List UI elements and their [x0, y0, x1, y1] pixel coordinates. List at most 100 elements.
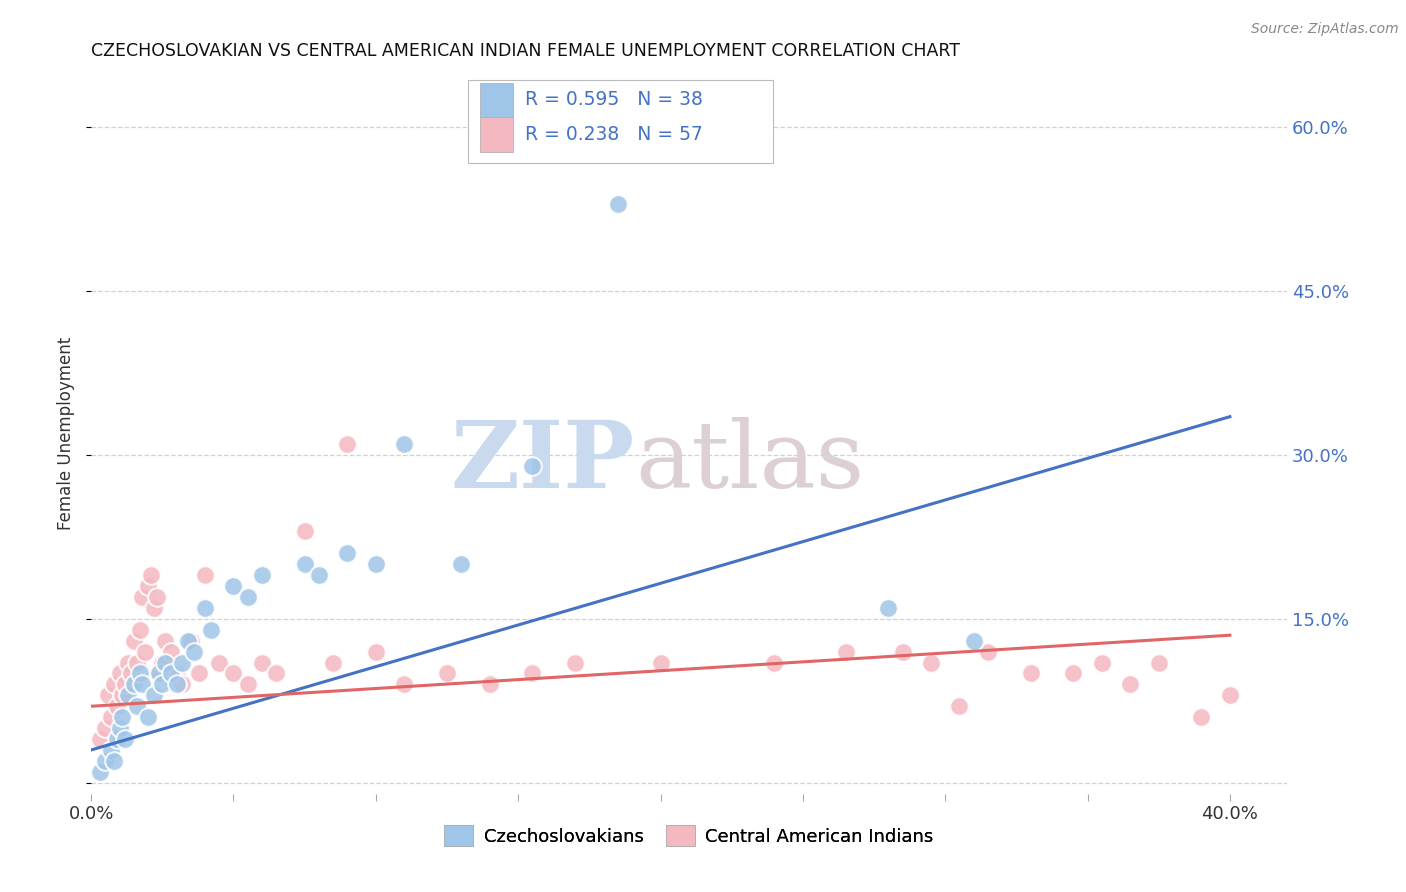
- Point: [977, 645, 1000, 659]
- Point: [128, 623, 150, 637]
- Point: [103, 677, 125, 691]
- Point: [877, 601, 900, 615]
- Point: [336, 437, 359, 451]
- Point: [166, 666, 188, 681]
- Point: [650, 656, 672, 670]
- Point: [105, 732, 128, 747]
- Point: [194, 601, 217, 615]
- Point: [128, 666, 150, 681]
- FancyBboxPatch shape: [468, 79, 773, 162]
- Point: [1147, 656, 1170, 670]
- Point: [120, 666, 142, 681]
- Point: [522, 666, 544, 681]
- Point: [150, 656, 173, 670]
- Text: atlas: atlas: [636, 417, 865, 507]
- Point: [105, 699, 128, 714]
- Point: [142, 601, 165, 615]
- Point: [180, 633, 202, 648]
- Point: [236, 677, 259, 691]
- Point: [222, 579, 245, 593]
- Point: [111, 689, 134, 703]
- Point: [1119, 677, 1142, 691]
- Point: [336, 546, 359, 560]
- Point: [1091, 656, 1114, 670]
- Point: [364, 557, 387, 571]
- Point: [89, 764, 111, 779]
- Text: Source: ZipAtlas.com: Source: ZipAtlas.com: [1251, 22, 1399, 37]
- Point: [139, 568, 162, 582]
- Point: [763, 656, 786, 670]
- Point: [294, 557, 316, 571]
- Point: [222, 666, 245, 681]
- Point: [108, 666, 131, 681]
- Legend: Czechoslovakians, Central American Indians: Czechoslovakians, Central American India…: [437, 818, 941, 853]
- Point: [394, 437, 416, 451]
- Point: [208, 656, 231, 670]
- Point: [114, 732, 136, 747]
- Point: [131, 677, 153, 691]
- Point: [166, 677, 188, 691]
- Point: [114, 677, 136, 691]
- Point: [125, 699, 148, 714]
- Point: [150, 677, 173, 691]
- Point: [94, 721, 117, 735]
- Y-axis label: Female Unemployment: Female Unemployment: [58, 336, 75, 530]
- Point: [148, 666, 170, 681]
- Point: [122, 677, 145, 691]
- Point: [394, 677, 416, 691]
- Point: [606, 196, 628, 211]
- Point: [188, 666, 211, 681]
- Point: [108, 721, 131, 735]
- Point: [963, 633, 986, 648]
- Point: [294, 524, 316, 539]
- Point: [834, 645, 856, 659]
- Text: R = 0.238   N = 57: R = 0.238 N = 57: [526, 125, 703, 144]
- Point: [136, 710, 159, 724]
- Point: [250, 656, 273, 670]
- Point: [564, 656, 586, 670]
- Point: [172, 677, 194, 691]
- Point: [322, 656, 344, 670]
- Point: [450, 557, 472, 571]
- Point: [148, 666, 170, 681]
- Point: [522, 458, 544, 473]
- Point: [134, 645, 156, 659]
- Point: [103, 754, 125, 768]
- Point: [364, 645, 387, 659]
- Point: [200, 623, 222, 637]
- Point: [1191, 710, 1213, 724]
- Point: [100, 710, 122, 724]
- Point: [100, 743, 122, 757]
- Text: R = 0.595   N = 38: R = 0.595 N = 38: [526, 90, 703, 110]
- Point: [183, 645, 205, 659]
- Text: CZECHOSLOVAKIAN VS CENTRAL AMERICAN INDIAN FEMALE UNEMPLOYMENT CORRELATION CHART: CZECHOSLOVAKIAN VS CENTRAL AMERICAN INDI…: [91, 42, 960, 60]
- Point: [177, 633, 200, 648]
- Point: [1062, 666, 1084, 681]
- Point: [920, 656, 942, 670]
- Point: [111, 710, 134, 724]
- Point: [1219, 689, 1241, 703]
- Point: [142, 689, 165, 703]
- Point: [436, 666, 458, 681]
- Point: [160, 645, 183, 659]
- Point: [160, 666, 183, 681]
- FancyBboxPatch shape: [479, 83, 513, 117]
- Point: [117, 689, 139, 703]
- Point: [122, 633, 145, 648]
- Point: [131, 590, 153, 604]
- Point: [125, 656, 148, 670]
- FancyBboxPatch shape: [479, 117, 513, 152]
- Point: [89, 732, 111, 747]
- Point: [1019, 666, 1042, 681]
- Point: [136, 579, 159, 593]
- Point: [153, 633, 176, 648]
- Point: [264, 666, 287, 681]
- Point: [94, 754, 117, 768]
- Point: [97, 689, 120, 703]
- Point: [172, 656, 194, 670]
- Text: ZIP: ZIP: [451, 417, 636, 507]
- Point: [153, 656, 176, 670]
- Point: [236, 590, 259, 604]
- Point: [948, 699, 970, 714]
- Point: [194, 568, 217, 582]
